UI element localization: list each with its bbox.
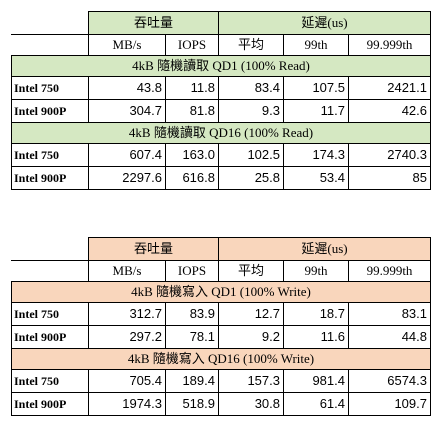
col-mbs: MB/s (88, 34, 166, 56)
value-mbs: 607.4 (88, 143, 166, 167)
drive-name: Intel 750 (11, 369, 89, 393)
value-avg: 157.3 (218, 369, 284, 393)
corner-blank (11, 260, 89, 282)
random-write-table: 吞吐量 延遲(us) MB/s IOPS 平均 99th 99.999th 4k… (11, 237, 431, 416)
value-99th: 18.7 (283, 302, 349, 326)
value-99th: 174.3 (283, 143, 349, 167)
value-mbs: 43.8 (88, 76, 166, 100)
section-title: 4kB 隨機讀取 QD1 (100% Read) (11, 55, 431, 77)
value-99999th: 2421.1 (348, 76, 431, 100)
corner-blank (11, 11, 89, 35)
random-read-table: 吞吐量 延遲(us) MB/s IOPS 平均 99th 99.999th 4k… (11, 11, 431, 190)
drive-name: Intel 750 (11, 76, 89, 100)
col-99999th: 99.999th (348, 260, 431, 282)
value-avg: 102.5 (218, 143, 284, 167)
drive-name: Intel 900P (11, 99, 89, 123)
drive-name: Intel 900P (11, 325, 89, 349)
value-99th: 981.4 (283, 369, 349, 393)
section-title: 4kB 隨機讀取 QD16 (100% Read) (11, 122, 431, 144)
value-99999th: 42.6 (348, 99, 431, 123)
value-iops: 83.9 (165, 302, 219, 326)
value-iops: 616.8 (165, 166, 219, 190)
value-mbs: 1974.3 (88, 392, 166, 416)
value-99999th: 2740.3 (348, 143, 431, 167)
value-iops: 11.8 (165, 76, 219, 100)
corner-blank (11, 237, 89, 261)
value-avg: 30.8 (218, 392, 284, 416)
drive-name: Intel 900P (11, 166, 89, 190)
value-99th: 53.4 (283, 166, 349, 190)
throughput-header: 吞吐量 (88, 237, 219, 261)
value-99999th: 85 (348, 166, 431, 190)
col-99th: 99th (283, 260, 349, 282)
value-avg: 12.7 (218, 302, 284, 326)
value-iops: 78.1 (165, 325, 219, 349)
col-iops: IOPS (165, 34, 219, 56)
value-mbs: 297.2 (88, 325, 166, 349)
value-avg: 25.8 (218, 166, 284, 190)
throughput-header: 吞吐量 (88, 11, 219, 35)
section-title: 4kB 隨機寫入 QD16 (100% Write) (11, 348, 431, 370)
col-iops: IOPS (165, 260, 219, 282)
drive-name: Intel 750 (11, 143, 89, 167)
value-avg: 9.3 (218, 99, 284, 123)
drive-name: Intel 750 (11, 302, 89, 326)
value-99999th: 83.1 (348, 302, 431, 326)
value-99th: 11.6 (283, 325, 349, 349)
col-mbs: MB/s (88, 260, 166, 282)
value-mbs: 2297.6 (88, 166, 166, 190)
value-99th: 11.7 (283, 99, 349, 123)
value-mbs: 304.7 (88, 99, 166, 123)
section-title: 4kB 隨機寫入 QD1 (100% Write) (11, 281, 431, 303)
value-99999th: 6574.3 (348, 369, 431, 393)
value-iops: 81.8 (165, 99, 219, 123)
value-iops: 518.9 (165, 392, 219, 416)
value-iops: 163.0 (165, 143, 219, 167)
value-iops: 189.4 (165, 369, 219, 393)
col-avg: 平均 (218, 260, 284, 282)
col-avg: 平均 (218, 34, 284, 56)
value-99999th: 44.8 (348, 325, 431, 349)
value-99999th: 109.7 (348, 392, 431, 416)
value-avg: 83.4 (218, 76, 284, 100)
latency-header: 延遲(us) (218, 237, 431, 261)
corner-blank (11, 34, 89, 56)
latency-header: 延遲(us) (218, 11, 431, 35)
drive-name: Intel 900P (11, 392, 89, 416)
value-mbs: 705.4 (88, 369, 166, 393)
value-99th: 107.5 (283, 76, 349, 100)
value-mbs: 312.7 (88, 302, 166, 326)
col-99999th: 99.999th (348, 34, 431, 56)
value-99th: 61.4 (283, 392, 349, 416)
col-99th: 99th (283, 34, 349, 56)
value-avg: 9.2 (218, 325, 284, 349)
